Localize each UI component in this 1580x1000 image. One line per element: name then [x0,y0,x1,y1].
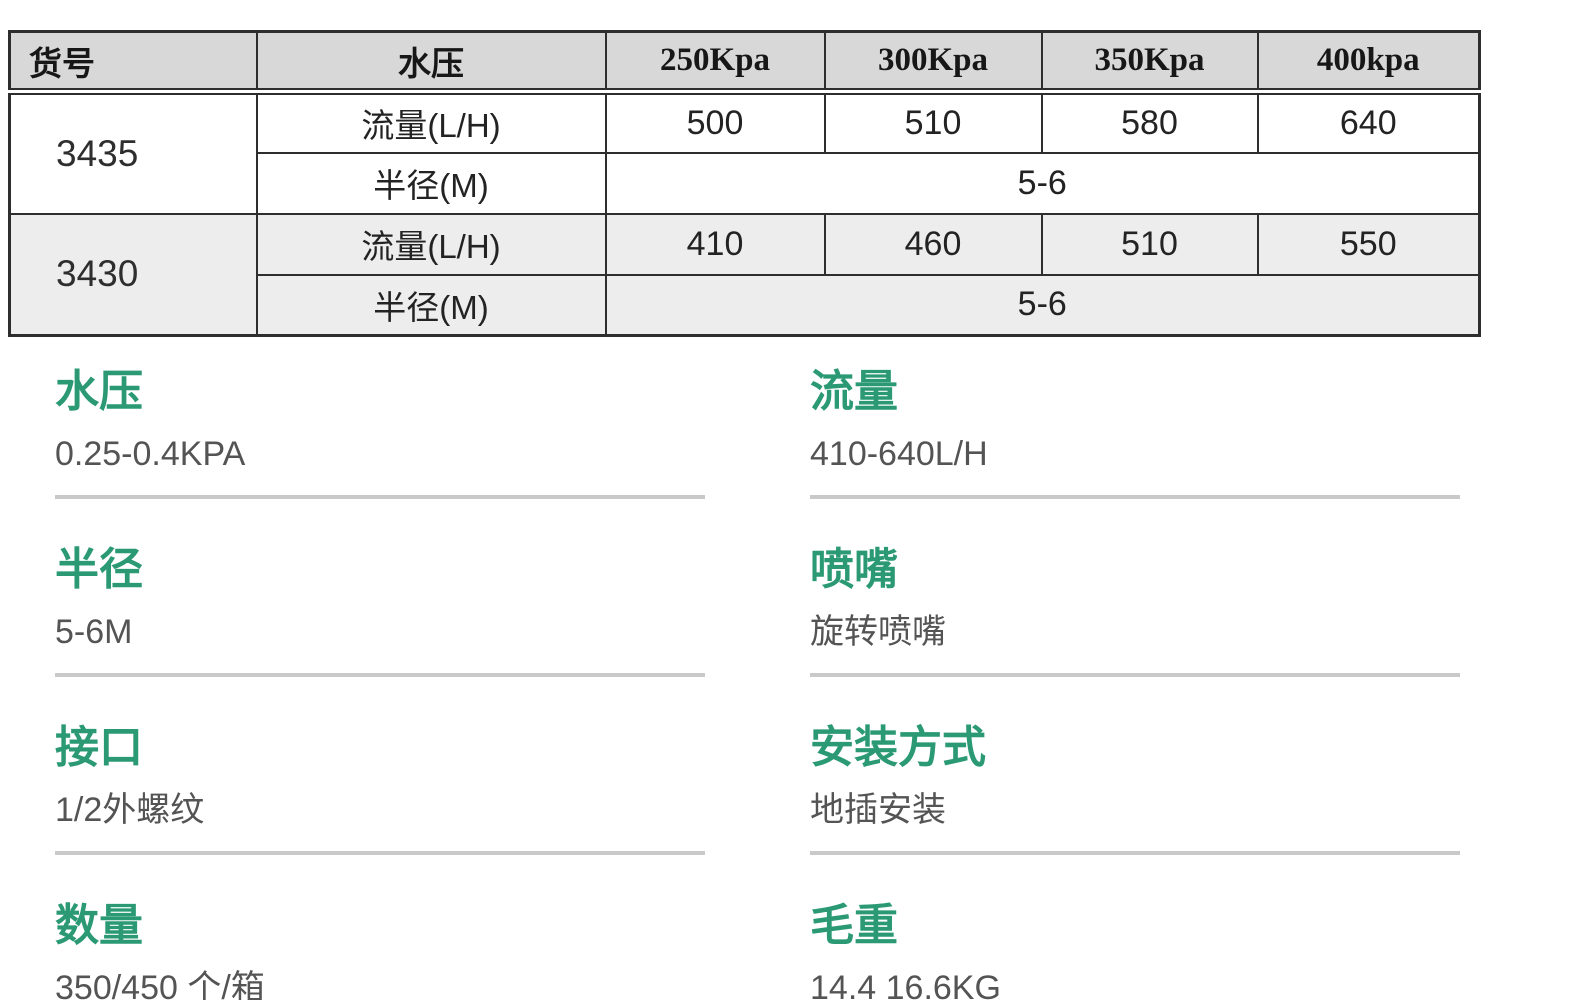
flow-value-cell: 460 [823,212,1043,276]
spec-label: 水压 [55,367,143,416]
spec-value: 410-640L/H [810,435,988,473]
table-header-row: 货号 水压 250Kpa 300Kpa 350Kpa 400kpa [8,30,1481,95]
flow-value-cell: 640 [1256,90,1481,154]
spec-nozzle: 喷嘴 旋转喷嘴 [810,530,1460,708]
column-header-water-pressure: 水压 [255,30,607,95]
spec-label: 喷嘴 [810,545,898,594]
table-row: 3430 流量(L/H) 410 460 510 550 [8,212,1481,337]
spec-list: 水压 0.25-0.4KPA 流量 410-640L/H 半径 5-6M 喷嘴 … [55,352,1460,1000]
item-number-cell: 3435 [8,90,258,215]
spec-label: 数量 [55,901,143,950]
flow-value-cell: 500 [604,90,826,154]
divider [810,851,1460,855]
spec-flow: 流量 410-640L/H [810,352,1460,530]
spec-label: 接口 [55,723,143,772]
spec-radius: 半径 5-6M [55,530,705,708]
spec-value: 旋转喷嘴 [810,613,946,651]
column-header-400kpa: 400kpa [1256,30,1481,95]
radius-label-cell: 半径(M) [255,151,607,215]
item-number-cell: 3430 [8,212,258,337]
column-header-300kpa: 300Kpa [823,30,1043,95]
spec-label: 毛重 [810,901,898,950]
divider [55,851,705,855]
radius-label-cell: 半径(M) [255,273,607,337]
spec-installation: 安装方式 地插安装 [810,708,1460,886]
table-row: 半径(M) 5-6 [10,273,1481,337]
divider [55,495,705,499]
flow-value-cell: 550 [1256,212,1481,276]
divider [810,673,1460,677]
flow-value-cell: 410 [604,212,826,276]
radius-value-cell: 5-6 [604,273,1481,337]
flow-value-cell: 580 [1040,90,1259,154]
pressure-flow-table: 货号 水压 250Kpa 300Kpa 350Kpa 400kpa 3435 流… [8,30,1481,337]
column-header-350kpa: 350Kpa [1040,30,1259,95]
table-row: 半径(M) 5-6 [10,151,1481,215]
spec-value: 14.4 16.6KG [810,969,1001,1000]
spec-gross-weight: 毛重 14.4 16.6KG [810,886,1460,1000]
spec-value: 1/2外螺纹 [55,791,205,829]
spec-value: 地插安装 [810,791,946,829]
column-header-item-no: 货号 [8,30,258,95]
flow-label-cell: 流量(L/H) [255,212,607,276]
divider [55,673,705,677]
spec-value: 5-6M [55,613,133,651]
spec-value: 0.25-0.4KPA [55,435,246,473]
flow-value-cell: 510 [1040,212,1259,276]
flow-value-cell: 510 [823,90,1043,154]
spec-quantity: 数量 350/450 个/箱 [55,886,705,1000]
spec-value: 350/450 个/箱 [55,969,265,1000]
spec-label: 流量 [810,367,898,416]
spec-connector: 接口 1/2外螺纹 [55,708,705,886]
column-header-250kpa: 250Kpa [604,30,826,95]
radius-value-cell: 5-6 [604,151,1481,215]
table-row: 3435 流量(L/H) 500 510 580 640 [8,90,1481,215]
divider [810,495,1460,499]
spec-label: 半径 [55,545,143,594]
flow-label-cell: 流量(L/H) [255,90,607,154]
spec-water-pressure: 水压 0.25-0.4KPA [55,352,705,530]
spec-label: 安装方式 [810,723,986,772]
